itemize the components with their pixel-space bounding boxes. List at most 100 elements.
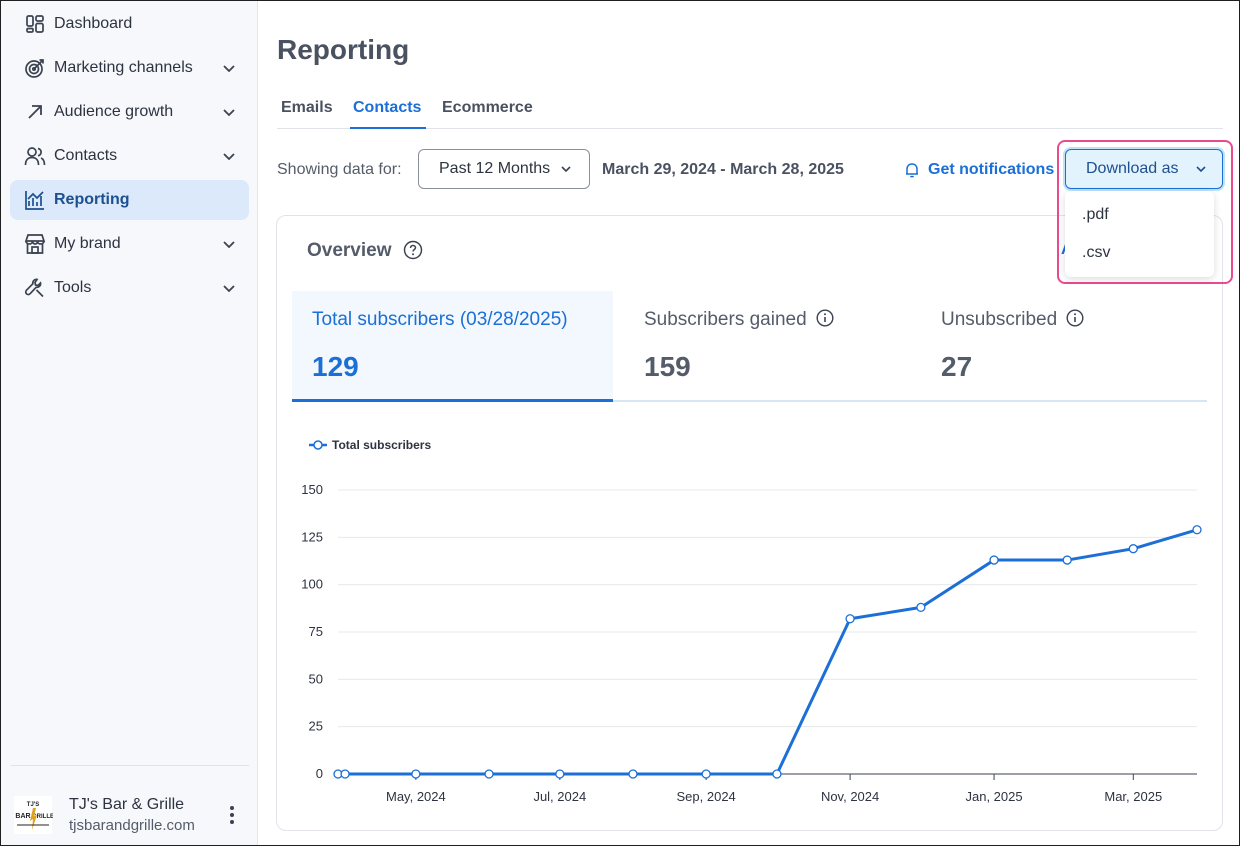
data-point — [989, 555, 999, 565]
target-icon — [24, 57, 46, 79]
download-options-menu: .pdf .csv — [1065, 191, 1214, 277]
metric-total-subscribers[interactable]: Total subscribers (03/28/2025) 129 — [292, 291, 613, 402]
x-tick-label: Jul, 2024 — [533, 789, 586, 804]
bell-icon — [906, 163, 918, 178]
tab-contacts[interactable]: Contacts — [350, 99, 426, 129]
metric-label: Unsubscribed — [941, 309, 1058, 330]
metric-label: Total subscribers (03/28/2025) — [312, 309, 568, 330]
metric-label: Subscribers gained — [644, 309, 807, 330]
svg-text:TJ'S: TJ'S — [27, 802, 39, 808]
data-point — [555, 769, 565, 779]
sidebar: Dashboard Marketing channels Audience gr… — [1, 1, 258, 845]
overview-title: Overview — [307, 240, 392, 261]
metric-unsubscribed[interactable]: Unsubscribed 27 — [921, 291, 1207, 402]
metric-value: 159 — [644, 351, 691, 382]
data-point — [845, 614, 855, 624]
sidebar-item-label: Dashboard — [54, 15, 133, 32]
download-option-pdf[interactable]: .pdf — [1082, 206, 1109, 223]
data-point — [1192, 525, 1202, 535]
sidebar-item-audience-growth[interactable]: Audience growth — [10, 92, 249, 132]
download-option-csv[interactable]: .csv — [1082, 244, 1111, 261]
get-notifications-link[interactable]: Get notifications — [904, 159, 1054, 181]
metric-label-row: Unsubscribed — [941, 309, 1084, 331]
highlight-annotation — [1057, 140, 1233, 284]
legend-label: Total subscribers — [332, 438, 431, 452]
info-icon[interactable] — [816, 309, 834, 327]
chevron-down-icon — [1196, 166, 1206, 173]
x-tick-label: Nov, 2024 — [821, 789, 879, 804]
sidebar-item-label: My brand — [54, 235, 121, 252]
sidebar-item-my-brand[interactable]: My brand — [10, 224, 249, 264]
tab-ecommerce[interactable]: Ecommerce — [442, 99, 533, 116]
chevron-down-icon — [223, 285, 235, 293]
sidebar-item-reporting[interactable]: Reporting — [10, 180, 249, 220]
metric-tabs: Total subscribers (03/28/2025) 129 Subsc… — [292, 291, 1207, 402]
sidebar-item-dashboard[interactable]: Dashboard — [10, 4, 249, 44]
series-line — [338, 528, 1198, 776]
metric-label-row: Subscribers gained — [644, 309, 834, 331]
y-tick-label: 25 — [309, 719, 323, 734]
wrench-icon — [24, 277, 46, 299]
download-as-button[interactable]: Download as — [1065, 149, 1223, 189]
y-tick-label: 100 — [301, 577, 323, 592]
account-name: TJ's Bar & Grille — [69, 796, 185, 813]
y-tick-label: 0 — [316, 766, 323, 781]
data-point — [628, 769, 638, 779]
legend-marker — [313, 440, 323, 450]
data-point — [701, 769, 711, 779]
y-tick-label: 150 — [301, 482, 323, 497]
dashboard-icon — [24, 13, 46, 35]
metric-subscribers-gained[interactable]: Subscribers gained 159 — [624, 291, 904, 402]
tab-emails[interactable]: Emails — [281, 99, 333, 116]
metric-value: 27 — [941, 351, 973, 382]
y-tick-label: 50 — [309, 671, 323, 686]
period-select[interactable]: Past 12 Months — [418, 149, 590, 189]
y-tick-label: 75 — [309, 624, 323, 639]
data-point — [1062, 555, 1072, 565]
chevron-down-icon — [223, 65, 235, 73]
sidebar-item-label: Marketing channels — [54, 59, 193, 76]
x-tick-label: Mar, 2025 — [1104, 789, 1162, 804]
metric-value: 129 — [312, 351, 359, 382]
y-tick-label: 125 — [301, 529, 323, 544]
storefront-icon — [24, 233, 46, 255]
sidebar-divider — [11, 765, 249, 766]
data-point — [1128, 544, 1138, 554]
sidebar-item-tools[interactable]: Tools — [10, 268, 249, 308]
x-tick-label: Jan, 2025 — [965, 789, 1022, 804]
sidebar-item-marketing-channels[interactable]: Marketing channels — [10, 48, 249, 88]
sidebar-item-label: Contacts — [54, 147, 118, 164]
filter-label: Showing data for: — [277, 161, 402, 178]
subscribers-line-chart: 0 25 50 75 100 125 150 May, 2024 Jul, 2024 Sep, 2… — [301, 438, 1202, 804]
data-point — [411, 769, 421, 779]
sidebar-item-contacts[interactable]: Contacts — [10, 136, 249, 176]
sidebar-item-label: Reporting — [54, 191, 130, 208]
period-select-value: Past 12 Months — [439, 160, 551, 177]
data-point — [772, 769, 782, 779]
x-tick-label: Sep, 2024 — [677, 789, 736, 804]
data-point — [484, 769, 494, 779]
more-vertical-icon[interactable] — [223, 805, 241, 825]
sidebar-item-label: Audience growth — [54, 103, 174, 120]
x-tick-label: May, 2024 — [386, 789, 446, 804]
data-point — [916, 602, 926, 613]
svg-text:GRILLE: GRILLE — [32, 814, 53, 820]
help-icon[interactable] — [403, 240, 423, 260]
chevron-down-icon — [223, 109, 235, 117]
sidebar-item-label: Tools — [54, 279, 92, 296]
chevron-down-icon — [223, 241, 235, 249]
account-switcher[interactable]: TJ'S BAR GRILLE TJ's Bar & Grille tjsbar… — [13, 791, 249, 839]
contacts-icon — [24, 145, 46, 167]
date-range: March 29, 2024 - March 28, 2025 — [602, 161, 844, 178]
report-tabs: Emails Contacts Ecommerce — [277, 99, 1223, 129]
download-as-label: Download as — [1086, 160, 1179, 177]
svg-text:BAR: BAR — [15, 813, 30, 820]
chart-icon — [24, 189, 46, 211]
get-notifications-label: Get notifications — [928, 161, 1055, 178]
data-point — [340, 769, 350, 779]
account-logo: TJ'S BAR GRILLE — [13, 795, 53, 835]
account-site: tjsbarandgrille.com — [69, 817, 195, 834]
chevron-down-icon — [223, 153, 235, 161]
info-icon[interactable] — [1066, 309, 1084, 327]
